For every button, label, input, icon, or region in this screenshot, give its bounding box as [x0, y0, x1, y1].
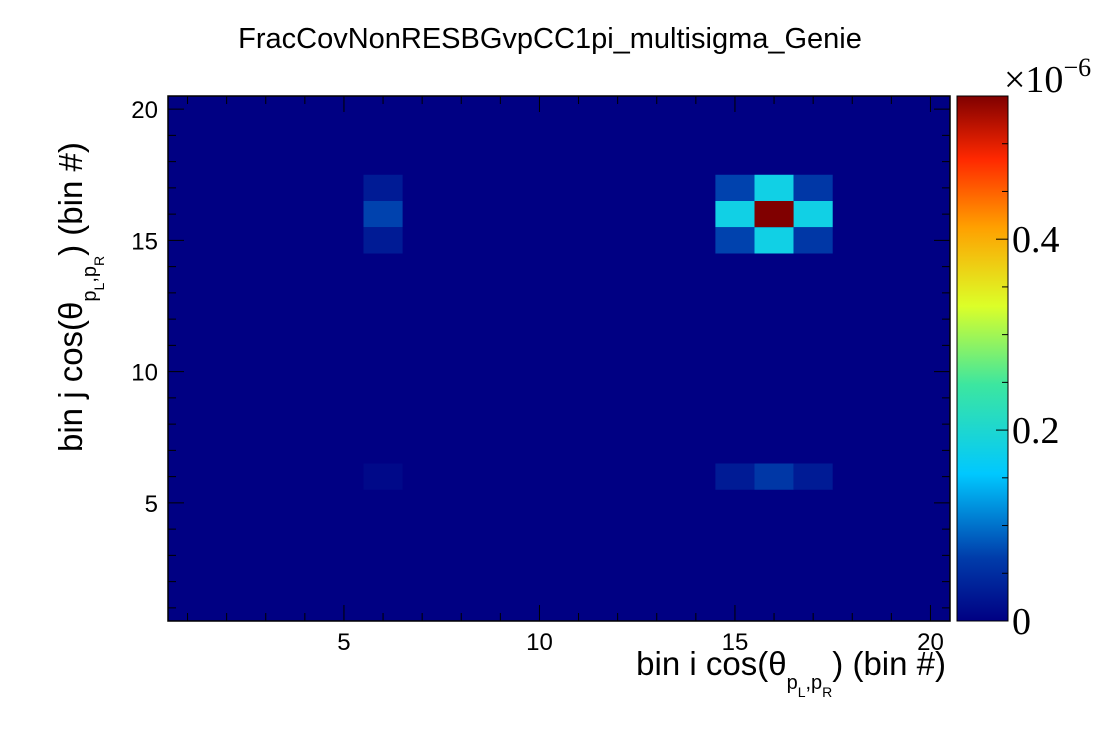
heatmap-cell — [793, 227, 833, 254]
x-tick-label: 10 — [526, 629, 553, 656]
axis-ticks — [168, 96, 950, 621]
colorbar-tick-label: 0 — [1012, 601, 1031, 643]
heatmap-cell — [754, 227, 794, 254]
plot-area — [168, 96, 950, 621]
plot-frame — [167, 95, 951, 622]
colorbar-ticks — [996, 95, 1008, 622]
y-tick-label: 20 — [131, 97, 158, 124]
heatmap-cell — [793, 201, 833, 228]
heatmap-cell — [754, 174, 794, 201]
x-tick-labels: 5 10 15 20 — [337, 629, 944, 656]
heatmap-cell — [363, 463, 403, 490]
colorbar-tick-label: 0.4 — [1012, 219, 1060, 261]
heatmap-cell — [715, 463, 755, 490]
heatmap-cells — [363, 174, 833, 490]
x-tick-label: 5 — [337, 629, 350, 656]
heatmap-cell — [363, 201, 403, 228]
x-tick-label: 20 — [917, 629, 944, 656]
heatmap-cell — [793, 174, 833, 201]
y-tick-label: 10 — [131, 360, 158, 387]
x-axis-label: bin i cos(θpL,pR) (bin #) — [636, 645, 946, 700]
heatmap-cell — [754, 463, 794, 490]
heatmap-cell — [754, 201, 794, 228]
heatmap-cell — [715, 174, 755, 201]
colorbar-tick-labels: 0 0.2 0.4 — [1012, 219, 1060, 643]
colorbar-tick-label: 0.2 — [1012, 410, 1060, 452]
y-tick-label: 15 — [131, 228, 158, 255]
y-tick-labels: 5 10 15 20 — [131, 97, 158, 518]
heatmap-cell — [715, 201, 755, 228]
y-axis-label: bin j cos(θpL,pR) (bin #) — [52, 142, 107, 452]
heatmap-cell — [715, 227, 755, 254]
heatmap-cell — [363, 174, 403, 201]
chart-title: FracCovNonRESBGvpCC1pi_multisigma_Genie — [238, 23, 862, 55]
heatmap-cell — [793, 463, 833, 490]
heatmap-cell — [363, 227, 403, 254]
y-tick-label: 5 — [145, 491, 158, 518]
colorbar-exponent: ×10−6 — [1004, 53, 1091, 101]
x-tick-label: 15 — [722, 629, 749, 656]
colorbar-frame — [956, 95, 1009, 622]
colorbar — [957, 96, 1008, 621]
